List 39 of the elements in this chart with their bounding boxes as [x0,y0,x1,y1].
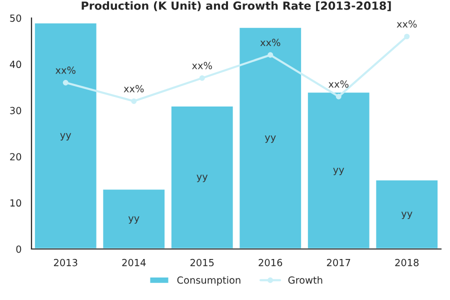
point [404,34,410,40]
data-label: xx% [56,66,76,74]
x-tick-label: 2018 [395,258,419,266]
bar [238,26,302,249]
y-tick-label: 0 [16,245,22,253]
data-label: yy [401,212,412,220]
point [199,75,205,81]
bar [170,105,234,249]
data-label: yy [264,135,276,143]
data-label: yy [333,168,344,176]
x-tick-label: 2013 [54,258,78,266]
x-tick-label: 2017 [326,258,350,266]
bar [102,188,166,249]
data-label: yy [128,216,140,224]
x-tick-label: 2014 [122,258,146,266]
chart-title: Production (K Unit) and Growth Rate [2013-2018] [82,1,391,12]
x-tick-label: 2016 [258,258,282,266]
bar [306,91,371,249]
x-tick-label: 2015 [190,258,214,266]
data-label: xx% [396,20,417,28]
y-tick-label: 20 [10,153,22,160]
bar [374,179,439,249]
data-label: xx% [124,84,144,92]
y-tick-label: 30 [10,106,22,114]
data-label: yy [60,133,72,141]
data-label: yy [196,174,208,182]
data-label: xx% [260,38,280,46]
point [268,52,274,58]
y-tick-label: 50 [10,14,22,22]
bar [34,22,98,249]
data-label: xx% [192,62,212,70]
y-tick-label: 40 [10,60,22,68]
point [131,98,137,104]
data-label: xx% [328,80,348,88]
point [62,80,68,86]
y-tick-label: 10 [10,199,22,207]
legend-label: Consumption [177,276,240,286]
point [336,94,342,100]
legend-label: Growth [288,276,322,284]
